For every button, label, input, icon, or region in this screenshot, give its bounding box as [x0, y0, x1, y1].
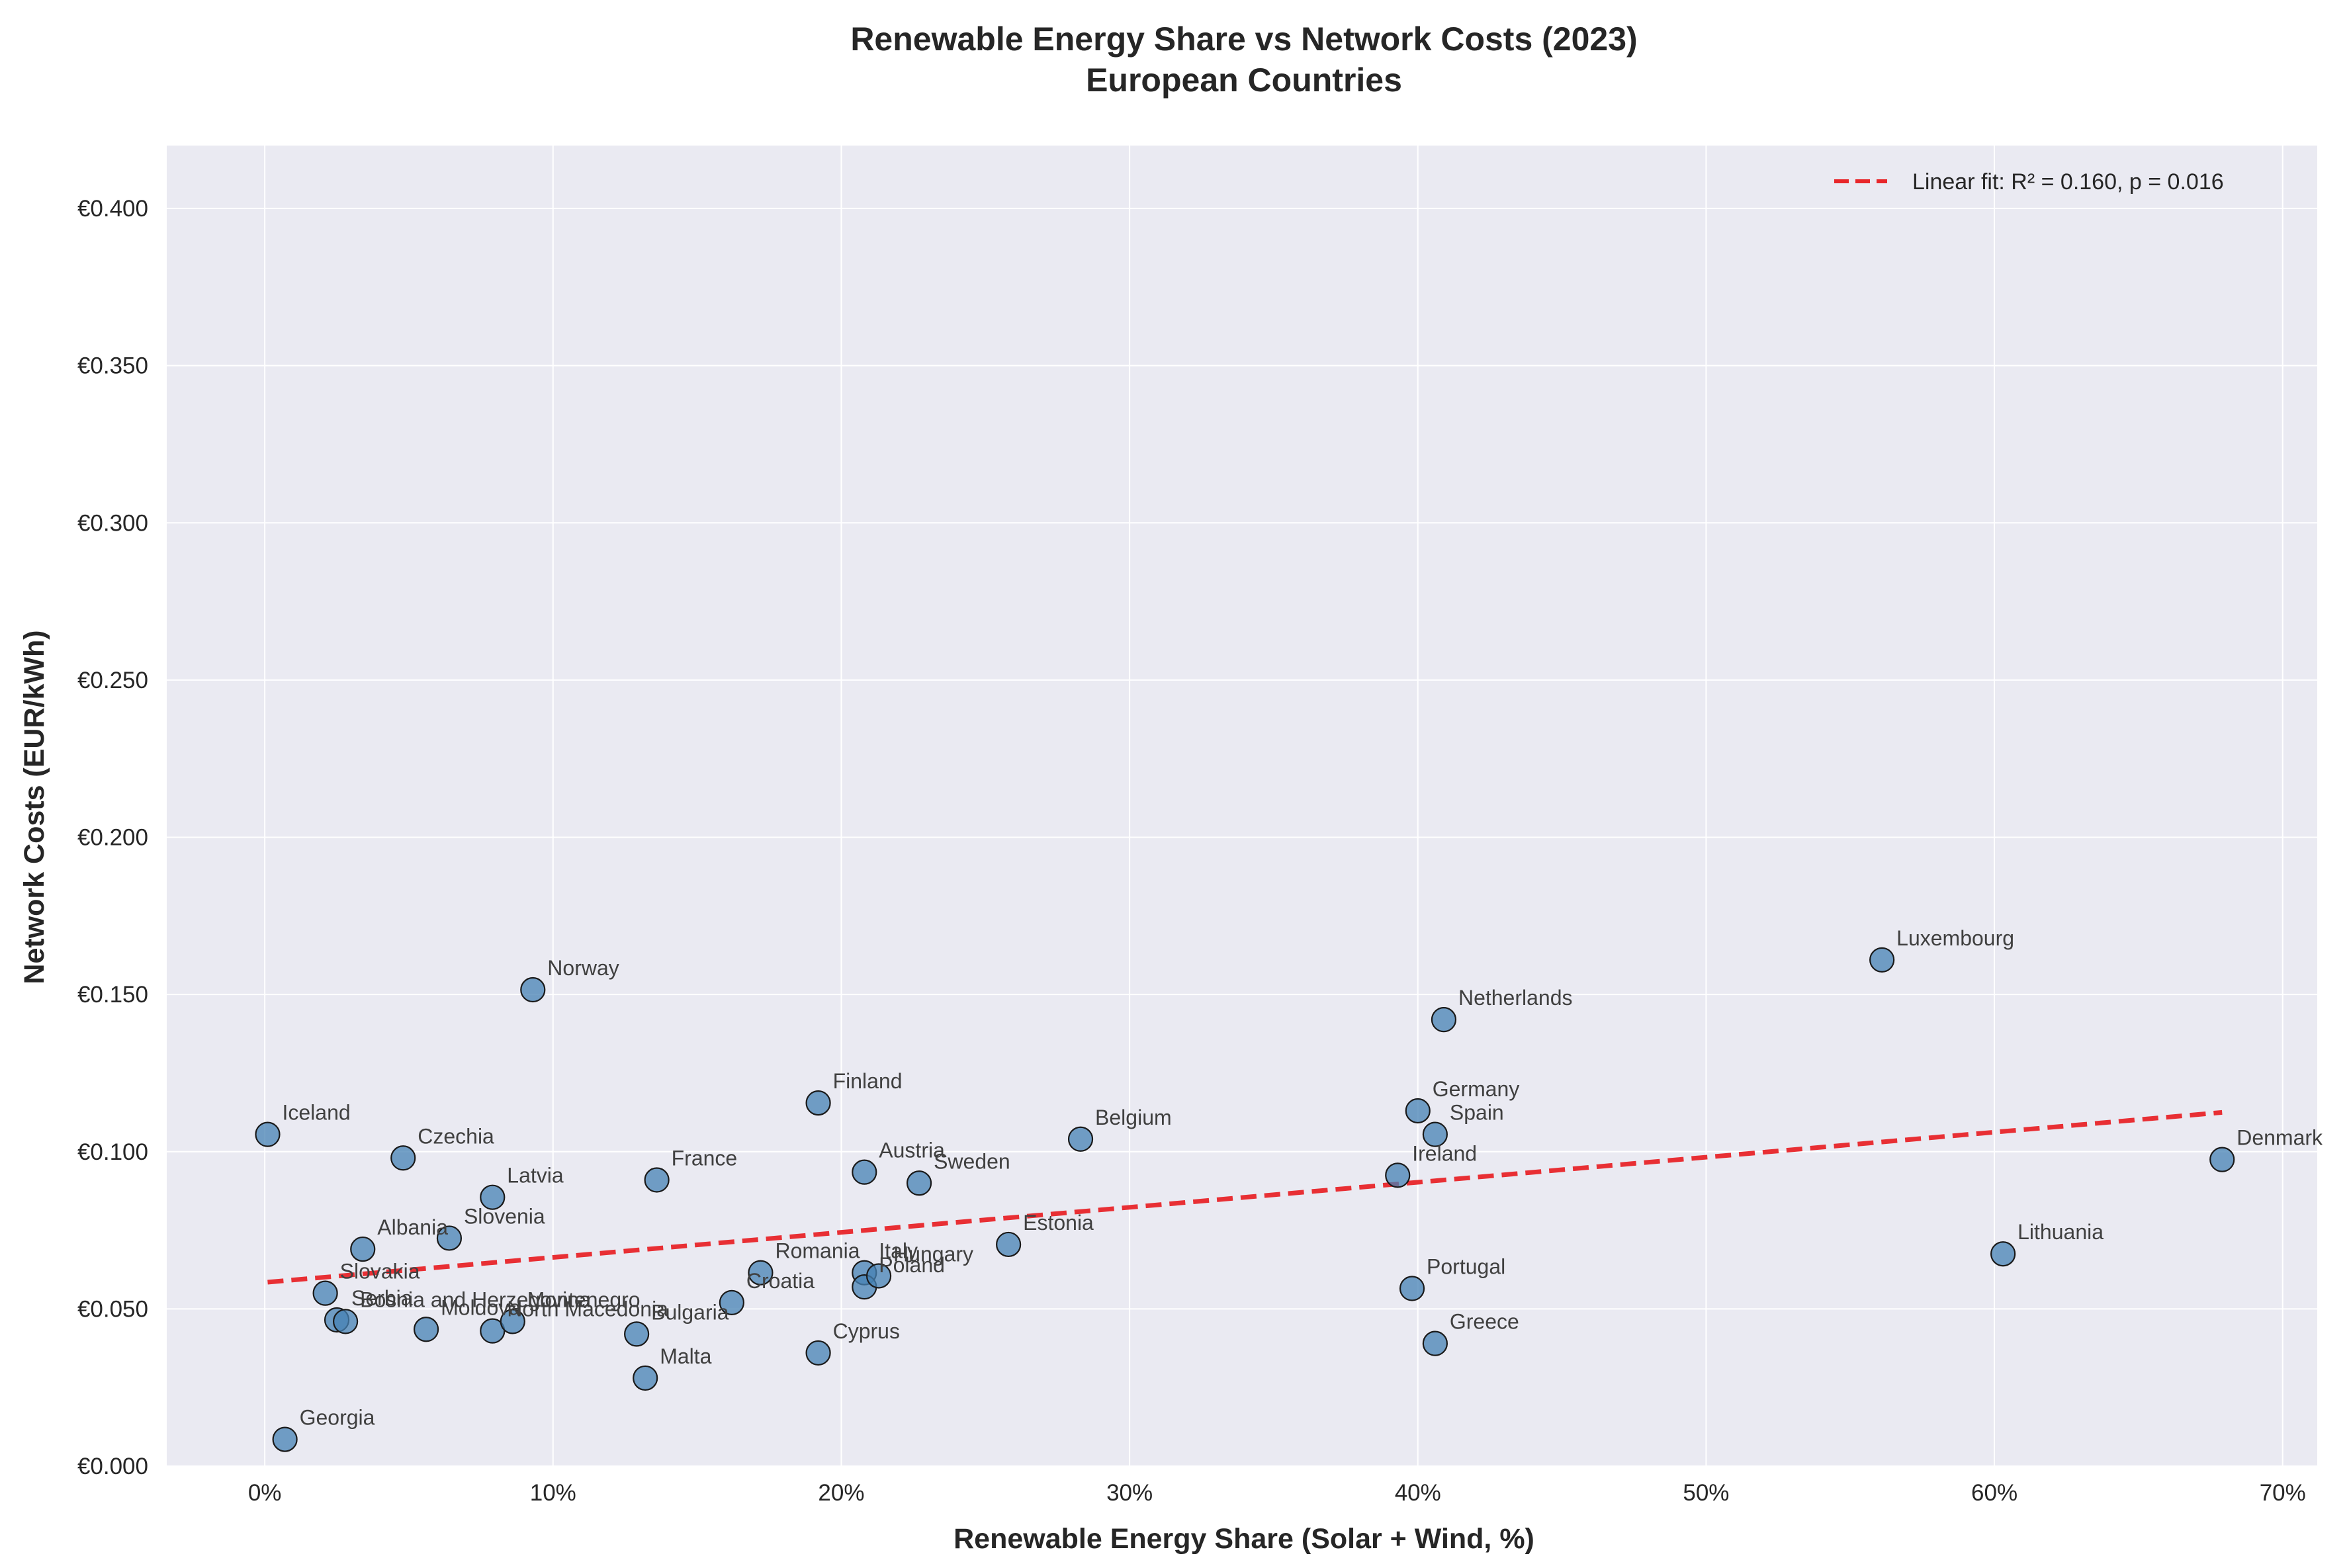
x-tick-label: 20%	[818, 1480, 864, 1506]
x-tick-label: 60%	[1971, 1480, 2017, 1506]
y-tick-label: €0.300	[77, 510, 148, 536]
data-point	[906, 1170, 932, 1196]
point-label: Lithuania	[2017, 1220, 2104, 1244]
point-label: Moldova	[441, 1295, 521, 1319]
data-point	[413, 1317, 439, 1342]
y-tick-label: €0.200	[77, 825, 148, 851]
data-point	[865, 1263, 892, 1289]
data-point	[333, 1309, 359, 1334]
y-tick-label: €0.050	[77, 1296, 148, 1322]
point-label: Estonia	[1023, 1211, 1094, 1235]
x-tick-label: 50%	[1683, 1480, 1729, 1506]
point-label: Sweden	[934, 1149, 1010, 1173]
point-label: Cyprus	[833, 1319, 900, 1343]
point-label: Czechia	[418, 1124, 494, 1148]
point-label: Latvia	[507, 1164, 564, 1188]
data-point	[1422, 1121, 1448, 1147]
point-label: Iceland	[282, 1101, 350, 1125]
x-tick-label: 40%	[1395, 1480, 1441, 1506]
data-point	[624, 1321, 650, 1347]
data-point	[2209, 1147, 2235, 1172]
data-point	[805, 1340, 831, 1366]
data-point	[272, 1426, 298, 1452]
data-point	[500, 1309, 525, 1334]
data-point	[805, 1090, 831, 1116]
linear-fit-line	[267, 1110, 2223, 1285]
point-label: Italy	[879, 1239, 918, 1263]
point-label: Malta	[660, 1344, 711, 1368]
legend-fit-label: Linear fit: R² = 0.160, p = 0.016	[1912, 169, 2224, 195]
y-axis-ticks: €0.000 €0.050 €0.100 €0.150 €0.200 €0.250 €0.3…	[77, 196, 148, 1479]
point-label: Serbia	[351, 1286, 413, 1310]
data-point	[1399, 1276, 1425, 1301]
point-label: Bulgaria	[651, 1300, 729, 1324]
data-point	[436, 1225, 463, 1251]
point-label: Belgium	[1095, 1106, 1172, 1129]
data-point	[1405, 1098, 1431, 1124]
data-point	[1869, 947, 1895, 973]
data-point	[1385, 1162, 1411, 1188]
x-tick-label: 10%	[530, 1480, 576, 1506]
point-label: France	[672, 1147, 738, 1170]
x-axis-label: Renewable Energy Share (Solar + Wind, %)	[953, 1523, 1534, 1555]
data-point	[719, 1289, 744, 1315]
point-label: Greece	[1450, 1310, 1519, 1334]
data-point	[312, 1280, 338, 1306]
point-label: Montenegro	[527, 1287, 641, 1311]
point-label: Slovenia	[464, 1204, 545, 1228]
data-point	[633, 1365, 658, 1391]
x-axis-ticks: 0% 10% 20% 30% 40% 50% 60% 70%	[248, 1480, 2306, 1506]
point-label: Croatia	[746, 1269, 815, 1293]
y-tick-label: €0.100	[77, 1139, 148, 1165]
point-label: Hungary	[893, 1242, 973, 1266]
point-label: Luxembourg	[1896, 926, 2014, 950]
data-point	[520, 977, 546, 1003]
point-label: Austria	[879, 1139, 945, 1162]
point-label: Spain	[1450, 1101, 1504, 1125]
point-label: Ireland	[1412, 1141, 1477, 1165]
y-axis-label: Network Costs (EUR/kWh)	[19, 630, 50, 984]
point-label: Bosnia and Herzegovina	[360, 1287, 591, 1311]
data-point	[996, 1231, 1022, 1258]
data-point	[350, 1236, 376, 1262]
x-tick-label: 30%	[1106, 1480, 1153, 1506]
chart-title-line1: Renewable Energy Share vs Network Costs …	[850, 21, 1637, 58]
point-label: Germany	[1433, 1077, 1520, 1101]
point-label: Georgia	[300, 1406, 375, 1430]
point-label: North Macedonia	[507, 1297, 668, 1321]
data-point	[1990, 1241, 2016, 1267]
y-tick-label: €0.000	[77, 1454, 148, 1479]
x-tick-label: 70%	[2260, 1480, 2306, 1506]
point-label: Portugal	[1427, 1254, 1505, 1278]
point-label: Netherlands	[1458, 986, 1573, 1010]
point-label: Slovakia	[340, 1260, 420, 1284]
data-point	[1431, 1007, 1457, 1033]
chart-title-line2: European Countries	[1086, 62, 1402, 99]
data-point	[1422, 1330, 1448, 1356]
grid-lines	[167, 146, 2317, 1467]
data-point	[644, 1167, 670, 1193]
point-label: Romania	[775, 1239, 860, 1263]
y-tick-label: €0.400	[77, 196, 148, 222]
y-tick-label: €0.250	[77, 668, 148, 693]
data-point	[852, 1159, 877, 1185]
data-point	[1067, 1126, 1094, 1152]
point-label: Norway	[547, 956, 619, 980]
point-label: Albania	[377, 1215, 448, 1239]
point-label: Poland	[879, 1253, 945, 1277]
y-tick-label: €0.150	[77, 982, 148, 1008]
data-point	[390, 1145, 416, 1171]
x-tick-label: 0%	[248, 1480, 282, 1506]
point-label: Finland	[833, 1069, 903, 1093]
point-label: Denmark	[2237, 1126, 2323, 1150]
data-point	[480, 1184, 506, 1210]
data-points	[255, 947, 2235, 1452]
data-point	[255, 1121, 281, 1147]
y-tick-label: €0.350	[77, 353, 148, 379]
legend: Linear fit: R² = 0.160, p = 0.016	[1834, 169, 2224, 195]
data-point	[748, 1260, 774, 1285]
